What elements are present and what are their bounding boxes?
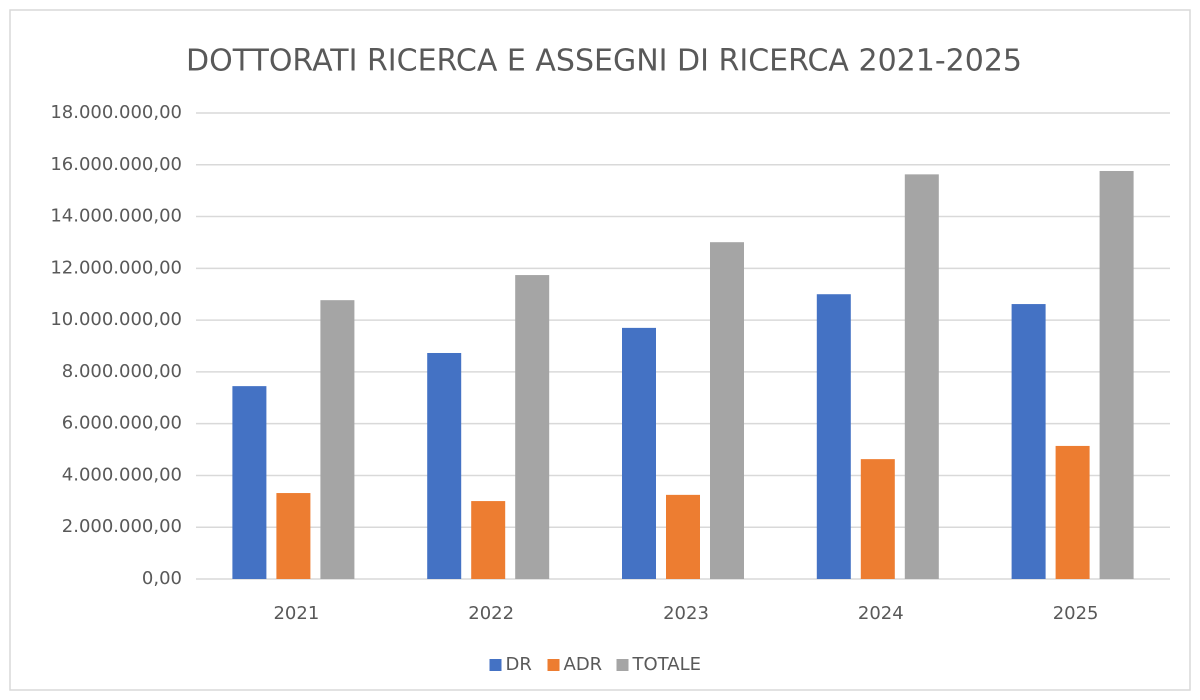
y-tick-label: 8.000.000,00: [62, 361, 182, 382]
legend-swatch: [616, 659, 629, 671]
bar: [816, 294, 851, 579]
bar: [320, 300, 355, 579]
y-tick-label: 12.000.000,00: [50, 257, 182, 278]
bar: [904, 174, 939, 579]
legend-swatch: [547, 659, 560, 671]
y-tick-label: 10.000.000,00: [50, 309, 182, 330]
bar: [515, 275, 550, 579]
bar: [276, 493, 311, 579]
y-tick-label: 2.000.000,00: [62, 516, 182, 537]
bar: [1099, 170, 1134, 580]
x-tick-label: 2025: [1053, 603, 1099, 624]
bar: [666, 494, 700, 579]
bar: [710, 242, 744, 580]
bar: [1011, 304, 1046, 579]
y-tick-label: 0,00: [142, 568, 182, 589]
chart-frame: [9, 9, 1191, 691]
x-tick-label: 2021: [273, 603, 319, 624]
bar: [1055, 445, 1090, 579]
bar: [427, 352, 462, 579]
legend-swatch: [489, 659, 502, 671]
x-tick-label: 2023: [663, 603, 709, 624]
x-tick-label: 2024: [858, 603, 904, 624]
legend-label: TOTALE: [632, 654, 701, 675]
x-tick-label: 2022: [468, 603, 514, 624]
legend-label: ADR: [564, 654, 603, 675]
y-tick-label: 6.000.000,00: [62, 413, 182, 434]
bar: [860, 459, 895, 579]
bar: [471, 501, 506, 579]
legend-label: DR: [506, 654, 532, 675]
y-tick-label: 4.000.000,00: [62, 464, 182, 485]
y-tick-label: 18.000.000,00: [50, 102, 182, 123]
y-tick-label: 16.000.000,00: [50, 154, 182, 175]
chart-title: DOTTORATI RICERCA E ASSEGNI DI RICERCA 2…: [186, 44, 1022, 79]
bar: [232, 386, 267, 579]
y-tick-label: 14.000.000,00: [50, 206, 182, 227]
bar: [622, 327, 656, 579]
